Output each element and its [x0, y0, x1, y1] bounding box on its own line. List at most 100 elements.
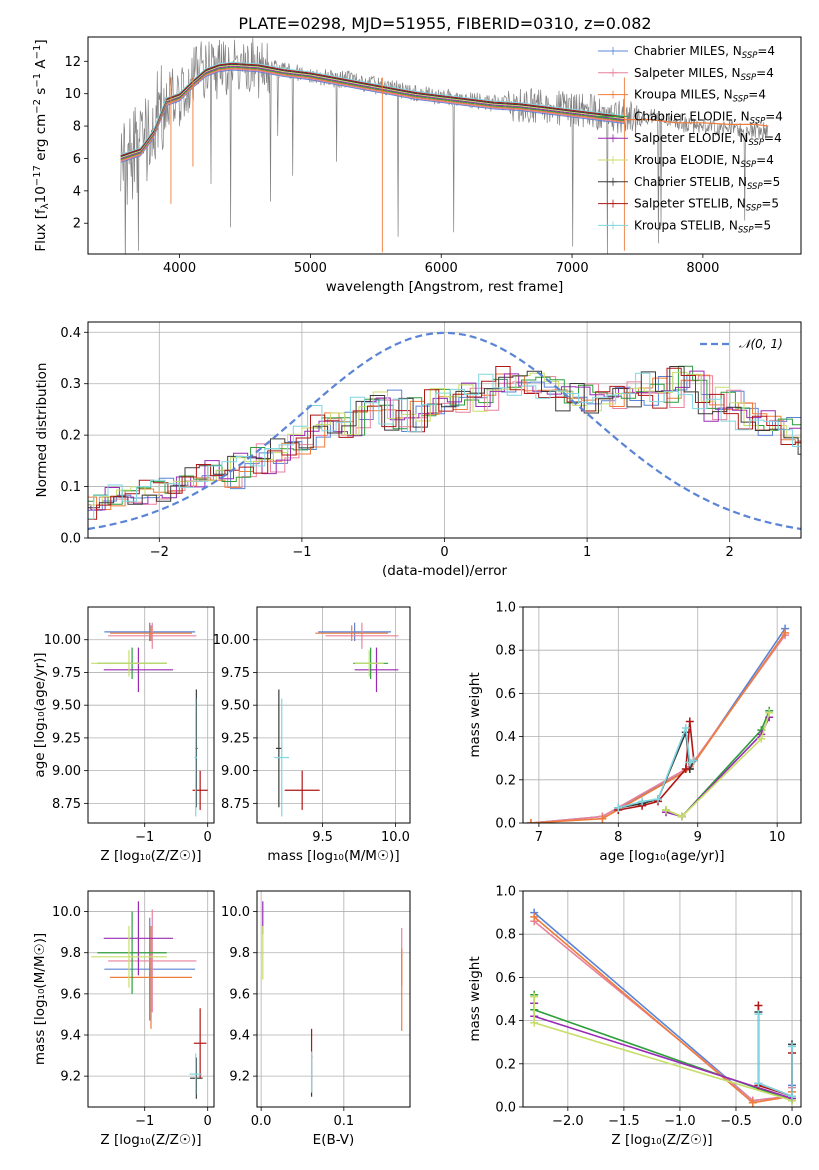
legend-entry-subscript: SSP — [748, 138, 764, 148]
legend-entry-subscript: SSP — [741, 160, 757, 170]
series-marker — [654, 795, 662, 804]
spectrum-model-line — [120, 66, 625, 160]
mass-vs-EBV-xtick-label: 0.0 — [251, 1114, 272, 1129]
age-vs-Z-axes: −1 0 8.75 9.00 9.25 9.50 9.75 10.00 Z [log₁₀(Z/Z… — [32, 607, 214, 864]
series-marker — [530, 1018, 539, 1027]
legend-entry-name: Chabrier STELIB, N — [634, 175, 747, 189]
legend-entry-subscript: SSP — [741, 73, 757, 83]
legend-entry-subscript: SSP — [742, 51, 758, 61]
age-vs-Z-ytick-label: 8.75 — [52, 797, 81, 812]
massweight-vs-Z-series — [530, 908, 796, 1107]
series-marker — [638, 797, 647, 806]
normal-legend-label: 𝒩(0, 1) — [739, 337, 783, 351]
mass-vs-Z-ytick-label: 10.0 — [52, 905, 81, 920]
mass-vs-Z-ytick-label: 9.2 — [60, 1070, 81, 1085]
spectrum-model-line — [120, 63, 625, 157]
mass-vs-Z-xlabel: Z [log₁₀(Z/Z☉)] — [100, 1132, 201, 1148]
legend-entry-subscript: SSP — [746, 204, 762, 214]
legend-entry-subscript: SSP — [750, 116, 766, 126]
residuals-ylabel: Normed distribution — [34, 363, 50, 498]
age-vs-Z-frame — [87, 606, 215, 824]
age-vs-mass-ytick-label: 9.75 — [221, 666, 250, 681]
legend-marker — [609, 90, 617, 99]
legend-marker — [609, 47, 617, 55]
spectrum-ytick-label: 12 — [64, 55, 81, 70]
mass-vs-EBV-ytick-label: 9.4 — [229, 1029, 250, 1044]
series-marker — [685, 717, 694, 726]
series-marker — [530, 992, 539, 1001]
residuals-hist-kroupa-elodie — [88, 371, 801, 506]
massweight-vs-age-ytick-label: 0.6 — [495, 687, 516, 702]
residuals-xtick-label: 2 — [726, 545, 734, 560]
spectrum-ylabel-part: ] — [33, 39, 49, 44]
massweight-vs-Z-xtick-label: 0.0 — [782, 1114, 803, 1129]
series-marker — [754, 1001, 763, 1010]
massweight-vs-Z-xtick-label: −2.0 — [552, 1114, 584, 1129]
spectrum-data-line — [120, 37, 768, 254]
spectrum-model-line — [120, 65, 625, 159]
massweight-vs-age-ylabel: mass weight — [467, 672, 483, 757]
legend-entry-name: Salpeter STELIB, N — [634, 197, 746, 211]
series-marker — [614, 803, 623, 812]
spectrum-ytick-label: 10 — [64, 87, 81, 102]
spectrum-xtick-label: 7000 — [556, 261, 589, 276]
age-vs-Z-points — [91, 622, 208, 817]
residuals-xtick-label: 0 — [440, 545, 448, 560]
legend-entry-name: Salpeter MILES, N — [634, 66, 741, 80]
legend-entry-nssp: =5 — [754, 218, 772, 232]
age-vs-mass-ytick-label: 9.00 — [221, 764, 250, 779]
residuals-hist-chabrier-stelib — [88, 366, 801, 509]
mass-vs-Z-xtick-label: −1 — [135, 1114, 154, 1129]
spectrum-model-line — [120, 69, 625, 163]
mass-vs-Z-ytick-label: 9.4 — [60, 1029, 81, 1044]
series-marker — [677, 812, 686, 821]
residuals-xtick-label: 1 — [583, 545, 591, 560]
massweight-vs-age-ytick-label: 0.4 — [495, 730, 516, 745]
legend-entry-nssp: =4 — [757, 44, 775, 58]
series-marker — [781, 628, 790, 637]
massweight-vs-Z-xtick-label: −1.5 — [608, 1114, 640, 1129]
spectrum-model-line — [120, 64, 625, 158]
age-vs-Z-ylabel: age [log₁₀(age/yr)] — [32, 652, 48, 777]
residuals-steps — [88, 331, 801, 531]
age-vs-mass-xtick-label: 10.0 — [381, 830, 410, 845]
legend-marker — [609, 68, 617, 77]
spectrum-axes: 4000 5000 6000 7000 8000 2 4 6 8 10 12 wavelength [… — [64, 55, 719, 295]
legend-entry: Salpeter MILES, NSSP=4 — [634, 66, 774, 83]
mass-vs-EBV-ytick-label: 9.8 — [229, 946, 250, 961]
residuals-hist-kroupa-stelib — [88, 372, 801, 520]
massweight-vs-Z-ytick-label: 1.0 — [495, 885, 516, 900]
residuals-xtick-label: −2 — [150, 545, 169, 560]
residuals-hist-salpeter-elodie — [88, 370, 801, 511]
spectrum-ytick-label: 2 — [73, 217, 81, 232]
mass-vs-Z-points — [91, 901, 207, 1099]
massweight-vs-Z-xtick-label: −0.5 — [720, 1114, 752, 1129]
massweight-vs-age-xtick-label: 9 — [694, 830, 702, 845]
spectrum-xlabel: wavelength [Angstrom, rest frame] — [326, 279, 564, 295]
series-marker — [598, 814, 607, 823]
spectrum-ytick-label: 4 — [73, 184, 81, 199]
spectrum-ylabel-part: −17 — [32, 165, 43, 186]
massweight-vs-Z-xtick-label: −1.0 — [664, 1114, 696, 1129]
legend-entry-nssp: =4 — [748, 88, 766, 102]
legend-entry-name: Salpeter ELODIE, N — [634, 131, 748, 145]
legend-entry-name: Kroupa STELIB, N — [634, 218, 738, 232]
spectrum-ylabel-part: Flux [f — [33, 208, 49, 252]
mass-vs-EBV-xlabel: E(B-V) — [313, 1132, 355, 1148]
series-marker — [748, 1098, 757, 1107]
legend-entry-name: Chabrier ELODIE, N — [634, 109, 750, 123]
mass-vs-EBV-axes: 0.0 0.1 9.2 9.4 9.6 9.8 10.0 E(B-V) — [221, 891, 410, 1148]
massweight-vs-age-ytick-label: 0.8 — [495, 644, 516, 659]
legend-entry: Salpeter STELIB, NSSP=5 — [634, 197, 779, 214]
residuals-ytick-label: 0.2 — [60, 429, 81, 444]
spectrum-lines — [120, 37, 769, 254]
legend-entry: Kroupa ELODIE, NSSP=4 — [634, 153, 774, 170]
series-marker — [754, 1010, 763, 1019]
mass-vs-Z-ytick-label: 9.6 — [60, 987, 81, 1002]
legend-entry-nssp: =4 — [756, 66, 774, 80]
massweight-vs-Z-ytick-label: 0.6 — [495, 971, 516, 986]
massweight-vs-Z-frame — [522, 890, 802, 1108]
